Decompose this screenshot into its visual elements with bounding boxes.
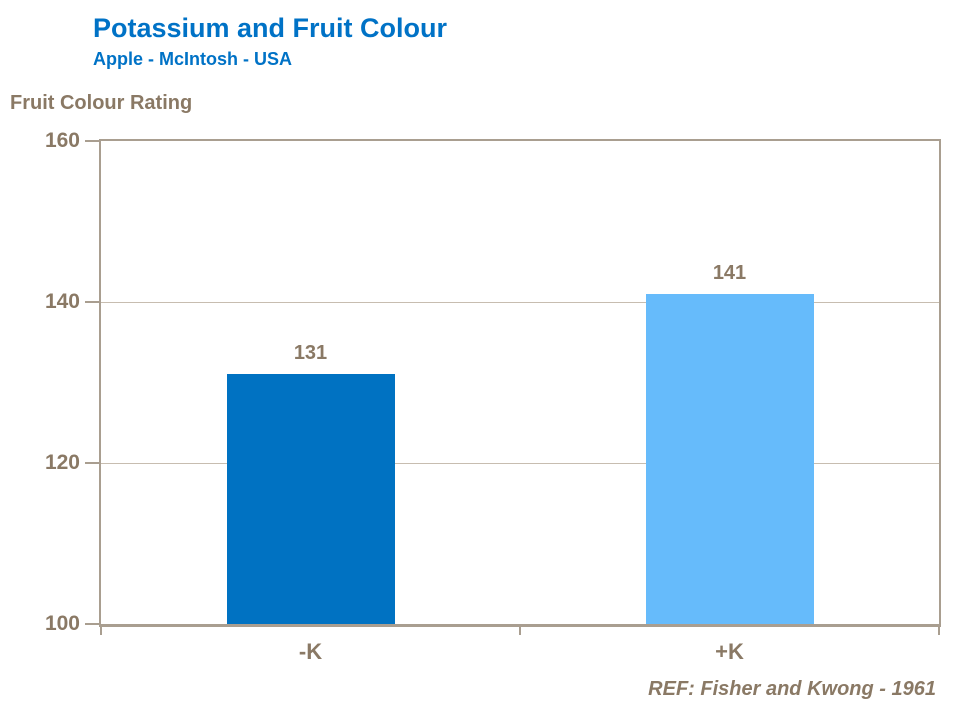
chart-subtitle: Apple - McIntosh - USA [93,49,292,69]
gridline-140 [101,302,939,304]
chart-title: Potassium and Fruit Colour [93,13,448,43]
x-axis-tick-2 [938,627,940,635]
y-tick-label-160: 160 [44,129,80,152]
y-axis-tick-160 [85,140,99,142]
y-tick-label-140: 140 [44,289,80,313]
bar--K [226,374,395,624]
x-category-label-+K: +K [715,639,744,664]
x-axis-tick-1 [519,627,521,635]
y-axis-tick-100 [85,623,99,625]
bar-+K [645,293,814,624]
y-axis-tick-140 [85,301,99,304]
gridline-120 [101,463,939,465]
y-axis-tick-120 [85,462,99,465]
bar-value-label--K: 131 [293,342,328,365]
x-category-label--K: -K [298,639,323,664]
y-tick-label-100: 100 [44,612,80,635]
reference-text: REF: Fisher and Kwong - 1961 [648,678,936,700]
y-tick-label-120: 120 [44,450,80,474]
plot-area: 100 120 140 160 131 -K 141 +K [45,129,941,664]
y-axis-title: Fruit Colour Rating [10,92,193,114]
x-axis-tick-0 [100,627,102,635]
bar-value-label-+K: 141 [712,261,747,284]
